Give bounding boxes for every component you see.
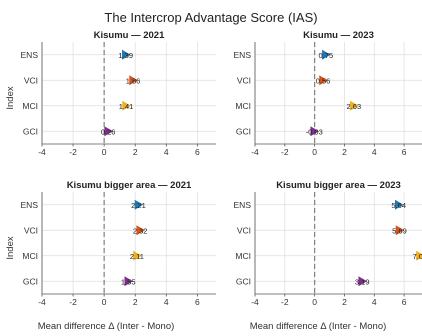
y-tick-label: ENS [234, 200, 252, 210]
data-point-vci [319, 75, 328, 86]
y-tick-label: GCI [236, 126, 251, 136]
x-tick-label: 4 [372, 147, 377, 157]
data-label-ens: 2.21 [131, 201, 146, 210]
x-tick-label: 6 [195, 147, 200, 157]
data-label-ens: 0.75 [319, 51, 334, 60]
data-label-vci: 5.69 [392, 226, 407, 235]
x-tick-label: 6 [402, 147, 407, 157]
x-tick-label: 0 [102, 147, 107, 157]
x-tick-label: 2 [133, 147, 138, 157]
data-point-gci [104, 126, 113, 137]
x-tick-label: 4 [164, 147, 169, 157]
y-tick-label: ENS [234, 50, 252, 60]
data-label-vci: 0.56 [316, 76, 331, 85]
data-point-ens [322, 49, 331, 60]
panel-title: Kisumu — 2023 [303, 30, 374, 41]
x-tick-label: -4 [38, 297, 46, 307]
data-point-gci [358, 276, 367, 287]
x-tick-label: -2 [69, 147, 77, 157]
data-point-mci [133, 250, 142, 261]
data-point-gci [124, 276, 133, 287]
y-tick-label: GCI [23, 126, 38, 136]
panels-group: -4 -2 0 2 4 6 ENS VCI MCI GCI Kisumu — 2021 1.39 1.8… [21, 30, 422, 307]
data-point-vci [129, 75, 138, 86]
data-label-vci: 2.32 [133, 226, 148, 235]
y-tick-label: MCI [235, 101, 251, 111]
x-tick-label: 6 [402, 297, 407, 307]
data-label-mci: 2.63 [347, 102, 362, 111]
y-tick-label: MCI [235, 251, 251, 261]
data-label-vci: 1.86 [126, 76, 141, 85]
y-tick-label: ENS [21, 50, 39, 60]
x-tick-label: -2 [281, 147, 289, 157]
x-tick-label: -4 [251, 147, 259, 157]
x-tick-label: -4 [38, 147, 46, 157]
y-tick-label: MCI [22, 251, 38, 261]
panel-title: Kisumu — 2021 [94, 30, 165, 41]
data-label-mci: 1.41 [119, 102, 134, 111]
x-tick-label: 0 [312, 297, 317, 307]
x-tick-label: 4 [372, 297, 377, 307]
data-point-mci [122, 100, 131, 111]
x-tick-label: 0 [312, 147, 317, 157]
panel-1: -4 -2 0 2 4 6 ENS VCI MCI GCI Kisumu — 2021 1.39 1.8… [21, 30, 216, 157]
x-axis-label-left: Mean difference Δ (Inter - Mono) [38, 321, 175, 331]
data-point-mci [416, 250, 422, 261]
x-tick-label: 0 [102, 297, 107, 307]
panel-2: -4 -2 0 2 4 6 ENS VCI MCI GCI Kisumu — 2023 0.75 0.5… [234, 30, 422, 157]
x-tick-label: -2 [69, 297, 77, 307]
x-tick-label: 2 [133, 297, 138, 307]
data-point-ens [134, 199, 144, 210]
panel-4: -4 -2 0 2 4 6 ENS VCI MCI GCI Kisumu bigger area —… [234, 180, 422, 307]
data-point-mci [350, 100, 359, 111]
panel-3: -4 -2 0 2 4 6 ENS VCI MCI GCI Kisumu bigger area —… [21, 180, 216, 307]
x-tick-label: 4 [164, 297, 169, 307]
panel-title: Kisumu bigger area — 2021 [67, 180, 192, 191]
y-axis-label-bottom: Index [5, 236, 16, 259]
x-axis-label-right: Mean difference Δ (Inter - Mono) [250, 321, 387, 331]
y-tick-label: VCI [24, 75, 38, 85]
y-tick-label: GCI [23, 276, 38, 286]
data-label-ens: 1.39 [118, 51, 133, 60]
data-label-gci: 3.19 [355, 277, 370, 286]
x-tick-label: -2 [281, 297, 289, 307]
panel-title: Kisumu bigger area — 2023 [276, 180, 401, 191]
y-tick-label: MCI [22, 101, 38, 111]
data-label-mci: 2.11 [130, 252, 144, 261]
y-tick-label: VCI [237, 75, 251, 85]
y-tick-label: VCI [237, 225, 251, 235]
data-label-gci: 0.26 [101, 127, 116, 136]
data-label-gci: -0.03 [306, 127, 323, 136]
x-tick-label: 6 [195, 297, 200, 307]
y-tick-label: VCI [24, 225, 38, 235]
data-label-ens: 5.64 [391, 201, 406, 210]
y-tick-label: ENS [21, 200, 39, 210]
data-point-ens [394, 199, 404, 210]
data-point-vci [395, 225, 405, 236]
y-tick-label: GCI [236, 276, 251, 286]
x-tick-label: 2 [342, 147, 347, 157]
y-axis-label-top: Index [5, 86, 16, 109]
x-tick-label: -4 [251, 297, 259, 307]
x-tick-label: 2 [342, 297, 347, 307]
data-point-vci [136, 225, 145, 236]
data-point-ens [121, 49, 131, 60]
figure-title: The Intercrop Advantage Score (IAS) [104, 10, 317, 25]
data-label-mci: 7.06 [413, 252, 422, 261]
data-point-gci [310, 126, 319, 137]
data-label-gci: 1.55 [121, 277, 136, 286]
